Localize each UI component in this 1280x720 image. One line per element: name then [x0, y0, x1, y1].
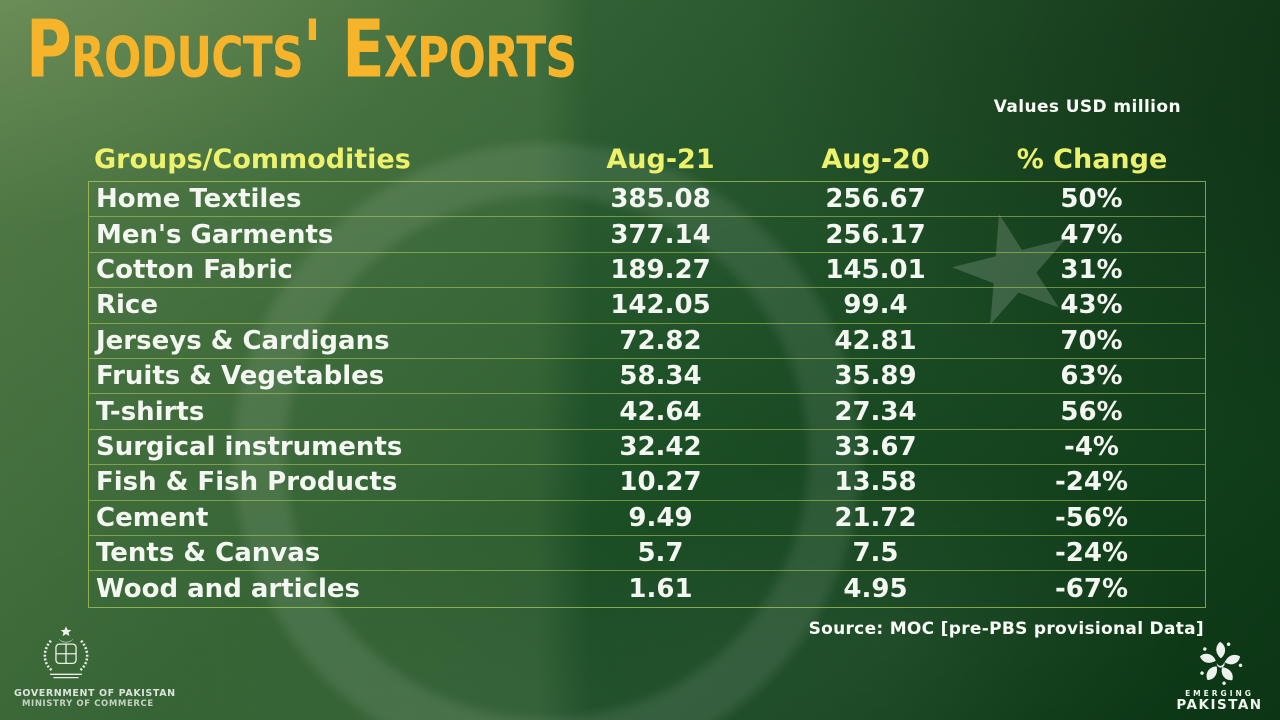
cell-aug20: 256.67: [825, 184, 926, 215]
cell-change: 31%: [1060, 254, 1123, 285]
cell-change: -24%: [1054, 538, 1129, 569]
government-branding: GOVERNMENT OF PAKISTAN MINISTRY OF COMME…: [14, 624, 204, 709]
cell-aug21: 189.27: [610, 254, 711, 285]
emerging-pakistan-logo-icon: [1198, 641, 1243, 687]
table-row: Surgical instruments 32.42 33.67 -4%: [89, 430, 1205, 466]
cell-aug21: 5.7: [637, 538, 684, 569]
table-header-row: Groups/Commodities Aug-21 Aug-20 % Chang…: [88, 137, 1206, 181]
table-row: Cement 9.49 21.72 -56%: [89, 501, 1205, 536]
exports-table: Groups/Commodities Aug-21 Aug-20 % Chang…: [88, 137, 1206, 608]
cell-commodity: Surgical instruments: [96, 431, 403, 462]
table-row: Cotton Fabric 189.27 145.01 31%: [89, 253, 1205, 289]
cell-aug21: 385.08: [610, 184, 711, 215]
cell-aug21: 32.42: [619, 431, 702, 462]
pakistan-emblem-icon: [43, 626, 89, 679]
cell-aug20: 27.34: [834, 396, 917, 427]
cell-aug20: 4.95: [843, 573, 908, 604]
source-note: Source: MOC [pre-PBS provisional Data]: [808, 619, 1204, 639]
table-row: Home Textiles 385.08 256.67 50%: [89, 182, 1205, 218]
cell-commodity: Jerseys & Cardigans: [96, 325, 390, 356]
cell-aug21: 1.61: [628, 573, 693, 604]
header-commodity: Groups/Commodities: [94, 143, 411, 175]
table-row: Tents & Canvas 5.7 7.5 -24%: [89, 536, 1205, 572]
table-row: Wood and articles 1.61 4.95 -67%: [89, 571, 1205, 606]
cell-change: 56%: [1060, 396, 1123, 427]
cell-change: 70%: [1060, 325, 1123, 356]
ministry-of-commerce-label: MINISTRY OF COMMERCE: [22, 699, 154, 709]
table-row: Fruits & Vegetables 58.34 35.89 63%: [89, 359, 1205, 395]
table-row: T-shirts 42.64 27.34 56%: [89, 394, 1205, 430]
cell-change: 47%: [1060, 219, 1123, 250]
cell-aug21: 142.05: [610, 290, 711, 321]
cell-aug21: 42.64: [619, 396, 702, 427]
cell-aug21: 72.82: [619, 325, 702, 356]
cell-aug20: 99.4: [843, 290, 908, 321]
header-aug21: Aug-21: [606, 143, 715, 175]
values-unit-note: Values USD million: [993, 97, 1181, 117]
cell-aug20: 13.58: [834, 467, 917, 498]
cell-commodity: Tents & Canvas: [96, 538, 321, 569]
cell-commodity: Fish & Fish Products: [96, 467, 398, 498]
cell-change: -67%: [1054, 573, 1129, 604]
cell-commodity: Wood and articles: [96, 573, 360, 604]
emerging-pakistan-branding: EMERGING PAKISTAN: [1172, 638, 1267, 713]
cell-aug20: 35.89: [834, 361, 917, 392]
cell-commodity: Rice: [96, 290, 158, 321]
cell-commodity: Fruits & Vegetables: [96, 361, 385, 392]
cell-aug21: 377.14: [610, 219, 711, 250]
cell-aug20: 21.72: [834, 502, 917, 533]
emerging-label: EMERGING: [1185, 689, 1254, 698]
cell-aug20: 145.01: [825, 254, 926, 285]
table-row: Rice 142.05 99.4 43%: [89, 288, 1205, 324]
cell-aug21: 58.34: [619, 361, 702, 392]
cell-commodity: Home Textiles: [96, 184, 302, 215]
cell-change: -24%: [1054, 467, 1129, 498]
cell-aug20: 42.81: [834, 325, 917, 356]
table-row: Fish & Fish Products 10.27 13.58 -24%: [89, 465, 1205, 501]
header-aug20: Aug-20: [821, 143, 930, 175]
cell-commodity: Men's Garments: [96, 219, 334, 250]
pakistan-label: PAKISTAN: [1176, 697, 1263, 713]
cell-change: -56%: [1054, 502, 1129, 533]
cell-commodity: Cement: [96, 502, 209, 533]
table-row: Jerseys & Cardigans 72.82 42.81 70%: [89, 324, 1205, 359]
cell-aug20: 33.67: [834, 431, 917, 462]
header-change: % Change: [1016, 143, 1168, 175]
cell-aug21: 10.27: [619, 467, 702, 498]
table-row: Men's Garments 377.14 256.17 47%: [89, 217, 1205, 253]
cell-change: 43%: [1060, 290, 1123, 321]
cell-change: -4%: [1064, 431, 1119, 462]
cell-aug21: 9.49: [628, 502, 693, 533]
cell-change: 50%: [1060, 184, 1123, 215]
table-body: Home Textiles 385.08 256.67 50% Men's Garmen…: [88, 181, 1206, 608]
cell-aug20: 256.17: [825, 219, 926, 250]
cell-aug20: 7.5: [852, 538, 899, 569]
cell-commodity: Cotton Fabric: [96, 254, 293, 285]
page-title: Products' Exports: [26, 4, 577, 96]
cell-change: 63%: [1060, 361, 1123, 392]
government-of-pakistan-label: GOVERNMENT OF PAKISTAN: [14, 688, 176, 699]
cell-commodity: T-shirts: [96, 396, 205, 427]
